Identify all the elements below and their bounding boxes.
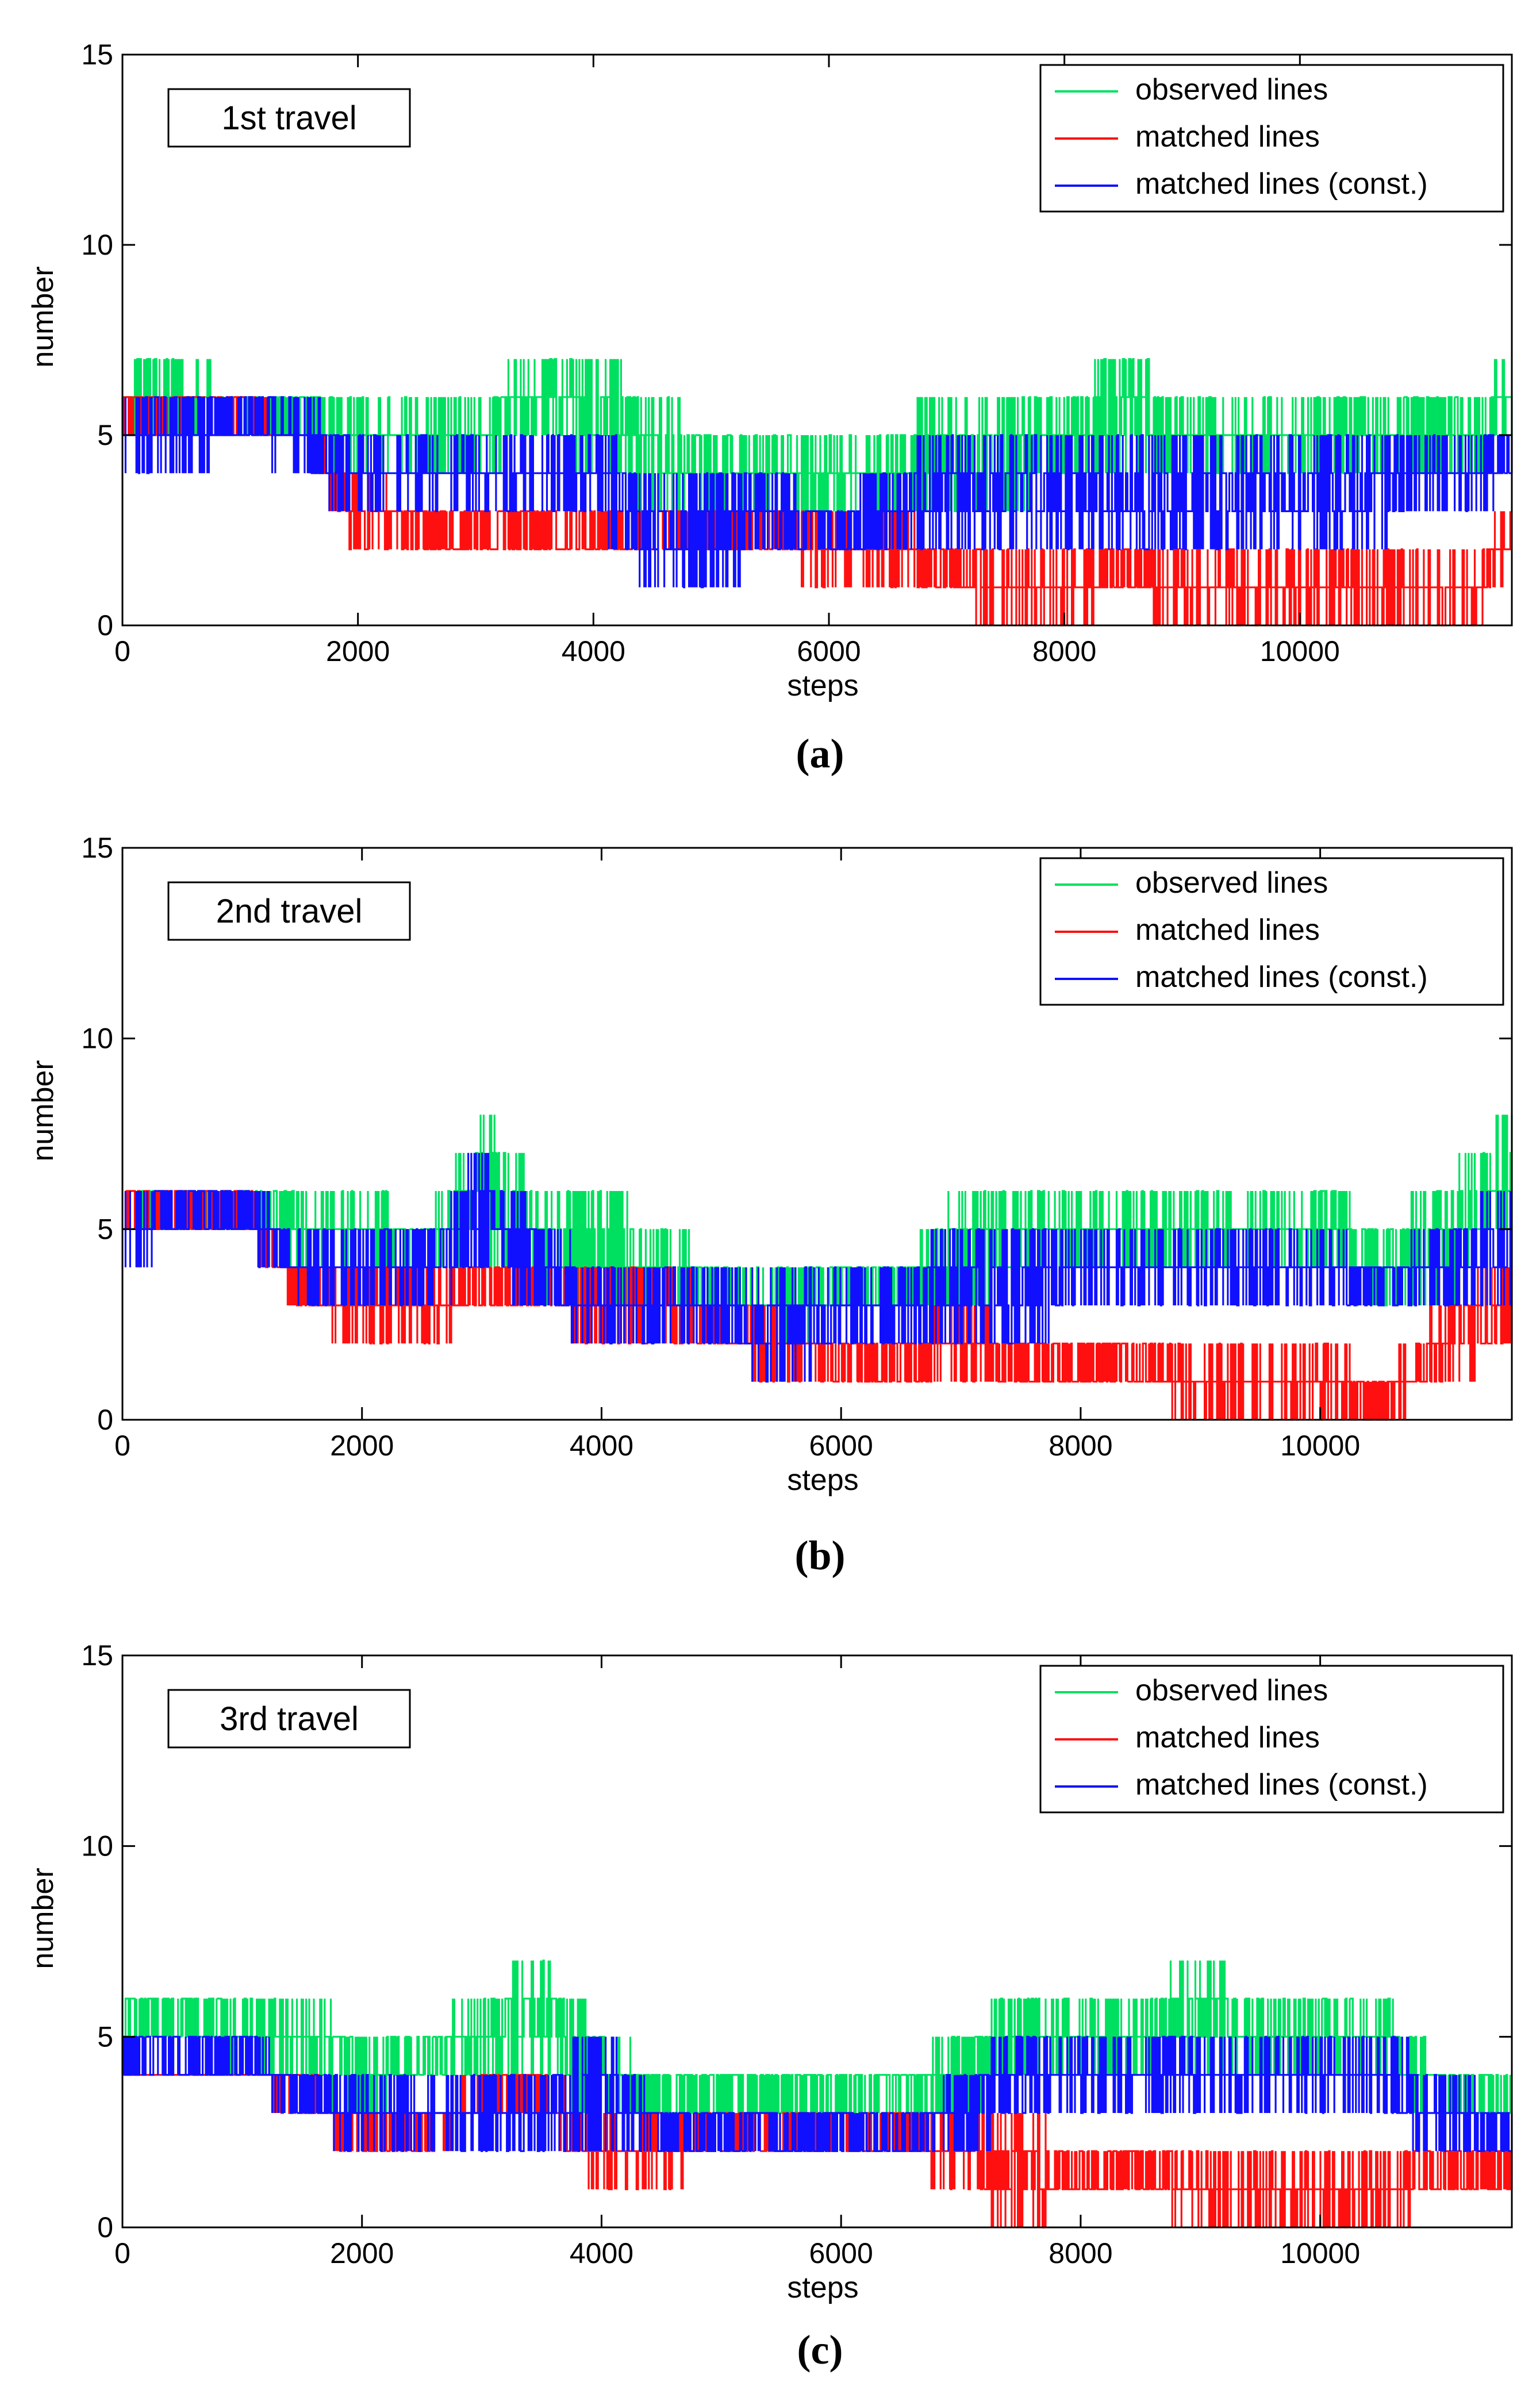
legend-label-constrained: matched lines (const.) [1135, 167, 1428, 201]
y-tick-label: 5 [97, 1213, 113, 1245]
y-tick-label: 10 [81, 229, 113, 261]
travel-tag-box [167, 88, 411, 148]
y-tick-label: 0 [97, 2211, 113, 2243]
travel-tag: 3rd travel [167, 1689, 411, 1749]
x-tick-label: 0 [114, 1430, 130, 1462]
x-axis-label: steps [787, 1463, 858, 1497]
travel-tag-label: 3rd travel [220, 1700, 359, 1738]
x-tick-label: 0 [114, 2237, 130, 2269]
x-tick-label: 6000 [797, 635, 861, 667]
y-axis-label: number [26, 1060, 60, 1161]
x-tick-label: 4000 [570, 1430, 633, 1462]
chart-panel-2: 0 2000 4000 6000 8000 10000 0 5 10 15 steps number 2… [26, 832, 1513, 1578]
legend: observed lines matched lines matched lines… [1039, 1665, 1504, 1814]
legend-label-constrained: matched lines (const.) [1135, 1768, 1428, 1801]
y-tick-label: 0 [97, 609, 113, 641]
panel-caption: (c) [797, 2327, 843, 2373]
panel-caption: (a) [796, 731, 844, 777]
x-tick-label: 2000 [330, 1430, 394, 1462]
y-tick-label: 15 [81, 832, 113, 864]
x-tick-label: 8000 [1049, 2237, 1112, 2269]
x-tick-label: 2000 [326, 635, 390, 667]
x-tick-label: 4000 [562, 635, 625, 667]
legend-label-observed: observed lines [1135, 866, 1328, 900]
x-tick-label: 10000 [1260, 635, 1340, 667]
chart-panel-3: 0 2000 4000 6000 8000 10000 0 5 10 15 steps number 3… [26, 1639, 1513, 2373]
panel-caption: (b) [795, 1532, 846, 1578]
y-tick-label: 10 [81, 1023, 113, 1055]
x-tick-label: 10000 [1280, 1430, 1360, 1462]
x-tick-label: 6000 [809, 1430, 873, 1462]
y-tick-label: 15 [81, 39, 113, 71]
x-tick-label: 8000 [1049, 1430, 1112, 1462]
legend-label-matched: matched lines [1135, 913, 1320, 947]
x-axis-label: steps [787, 669, 858, 702]
legend-label-matched: matched lines [1135, 1721, 1320, 1754]
travel-tag-box [167, 881, 411, 941]
travel-tag-box [167, 1689, 411, 1749]
legend: observed lines matched lines matched lines… [1039, 857, 1504, 1006]
x-tick-label: 10000 [1280, 2237, 1360, 2269]
y-tick-label: 10 [81, 1830, 113, 1862]
axes-box [121, 53, 1513, 627]
x-tick-label: 6000 [809, 2237, 873, 2269]
legend-label-constrained: matched lines (const.) [1135, 961, 1428, 994]
travel-tag-label: 1st travel [221, 99, 356, 137]
travel-tag-label: 2nd travel [216, 893, 363, 930]
y-tick-label: 15 [81, 1639, 113, 1672]
legend-label-matched: matched lines [1135, 120, 1320, 153]
travel-tag: 1st travel [167, 88, 411, 148]
x-tick-label: 2000 [330, 2237, 394, 2269]
x-tick-label: 8000 [1032, 635, 1096, 667]
y-axis-label: number [26, 266, 60, 367]
x-tick-label: 0 [114, 635, 130, 667]
legend: observed lines matched lines matched lines… [1039, 64, 1504, 213]
legend-label-observed: observed lines [1135, 1674, 1328, 1707]
y-tick-label: 5 [97, 419, 113, 451]
travel-tag: 2nd travel [167, 881, 411, 941]
axes-box [121, 1654, 1513, 2229]
y-axis-label: number [26, 1868, 60, 1969]
y-tick-label: 0 [97, 1404, 113, 1436]
legend-label-observed: observed lines [1135, 73, 1328, 106]
axes-box [121, 847, 1513, 1421]
y-tick-label: 5 [97, 2020, 113, 2053]
chart-panel-1: 0 2000 4000 6000 8000 10000 0 5 10 15 steps number 1… [26, 39, 1513, 777]
x-tick-label: 4000 [570, 2237, 633, 2269]
x-axis-label: steps [787, 2271, 858, 2304]
